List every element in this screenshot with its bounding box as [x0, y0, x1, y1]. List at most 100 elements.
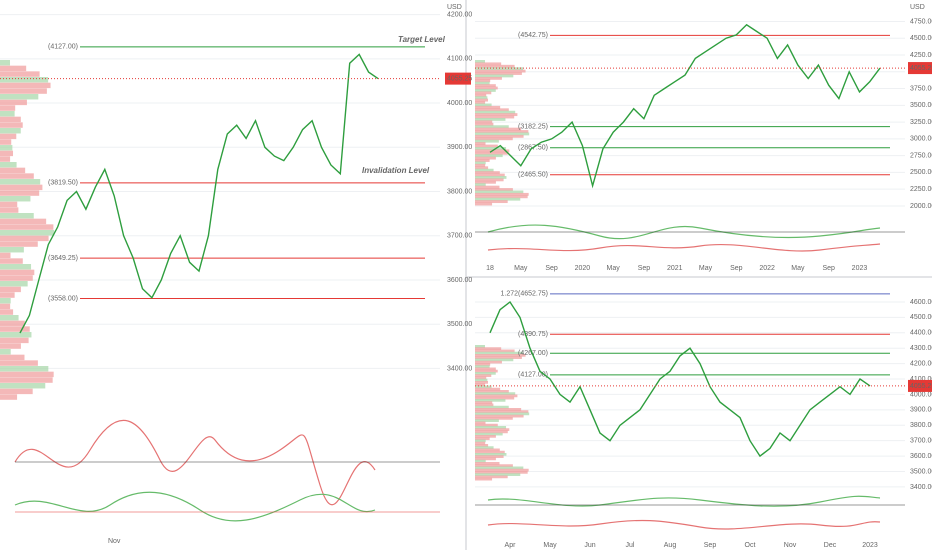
volume-profile: [475, 105, 501, 109]
volume-profile: [0, 241, 38, 247]
volume-profile: [475, 118, 506, 121]
volume-profile: [475, 466, 524, 470]
volume-profile: [475, 426, 507, 429]
volume-profile: [475, 421, 486, 425]
x-tick-label: 2023: [852, 265, 868, 272]
x-tick-label: Sep: [704, 542, 717, 549]
y-tick-label: 4200.00: [447, 11, 472, 18]
volume-profile: [0, 60, 10, 66]
volume-profile: [475, 108, 509, 112]
volume-profile: [475, 185, 500, 189]
y-tick-label: 3250.00: [910, 119, 932, 126]
x-tick-label: Sep: [545, 265, 558, 272]
volume-profile: [0, 196, 31, 202]
volume-profile: [475, 67, 524, 71]
volume-profile: [475, 390, 509, 393]
volume-profile: [475, 462, 500, 465]
y-tick-label: 2000.00: [910, 203, 932, 210]
volume-profile: [475, 122, 494, 126]
volume-profile: [0, 145, 13, 151]
y-tick-label: 4400.00: [910, 330, 932, 337]
volume-profile: [0, 116, 21, 123]
last-price-label: 4055.25: [910, 383, 932, 390]
level-label: (2465.50): [518, 172, 548, 179]
volume-profile: [475, 202, 493, 206]
volume-profile: [0, 105, 16, 111]
volume-profile: [475, 168, 494, 172]
volume-profile: [475, 74, 514, 78]
x-tick-label: Jun: [584, 542, 595, 549]
volume-profile: [0, 332, 32, 338]
volume-profile: [475, 81, 490, 85]
x-tick-label: Apr: [505, 542, 517, 549]
volume-profile: [475, 192, 529, 196]
last-price-label: 4055.25: [910, 65, 932, 72]
volume-profile: [0, 258, 23, 264]
volume-profile: [0, 71, 40, 77]
x-tick-label: May: [514, 265, 528, 272]
volume-profile: [475, 144, 498, 148]
volume-profile: [475, 89, 496, 92]
volume-profile: [475, 356, 522, 359]
volume-profile: [475, 345, 485, 348]
volume-profile: [0, 150, 14, 157]
level-label: (3182.25): [518, 123, 548, 130]
volume-profile: [475, 151, 508, 155]
y-tick-label: 3900.00: [910, 407, 932, 414]
level-label: (4542.75): [518, 32, 548, 39]
volume-profile: [475, 401, 493, 404]
x-tick-label: Jul: [626, 542, 635, 549]
y-tick-label: 4100.00: [910, 376, 932, 383]
last-price-box: [445, 72, 471, 85]
annotation: Invalidation Level: [362, 166, 430, 175]
volume-profile: [0, 111, 15, 117]
volume-profile: [475, 72, 522, 75]
x-tick-label: Sep: [638, 265, 651, 272]
x-tick-label: Sep: [730, 265, 743, 272]
x-tick-label: 18: [486, 265, 494, 272]
volume-profile: [0, 88, 47, 94]
volume-profile: [475, 396, 515, 400]
volume-profile: [475, 76, 502, 80]
y-tick-label: 4500.00: [910, 35, 932, 42]
volume-profile: [475, 399, 506, 402]
volume-profile: [475, 408, 522, 411]
volume-profile: [475, 358, 514, 362]
x-tick-label: Nov: [108, 538, 121, 545]
axis-unit: USD: [447, 4, 462, 11]
x-tick-label: Oct: [745, 542, 756, 549]
volume-profile: [475, 195, 528, 199]
volume-profile: [0, 128, 21, 134]
y-tick-label: 4200.00: [910, 360, 932, 367]
volume-profile: [0, 167, 26, 174]
volume-profile: [0, 218, 47, 225]
volume-profile: [475, 417, 513, 420]
volume-profile: [475, 188, 513, 191]
volume-profile: [475, 428, 510, 431]
volume-profile: [475, 412, 530, 416]
volume-profile: [475, 93, 487, 97]
volume-profile: [0, 315, 19, 321]
volume-profile: [475, 477, 493, 481]
volume-profile: [475, 450, 505, 454]
volume-profile: [475, 183, 486, 187]
volume-profile: [475, 473, 521, 476]
volume-profile: [0, 383, 46, 389]
y-tick-label: 3400.00: [447, 365, 472, 372]
volume-profile: [0, 133, 17, 140]
volume-profile: [475, 378, 488, 382]
y-tick-label: 2500.00: [910, 169, 932, 176]
volume-profile: [0, 235, 49, 242]
volume-profile: [0, 173, 34, 179]
volume-profile: [475, 354, 526, 357]
volume-profile: [0, 366, 49, 372]
price-line: [489, 23, 881, 189]
volume-profile: [475, 405, 509, 409]
level-label: (4390.75): [518, 331, 548, 338]
x-tick-label: May: [699, 265, 713, 272]
y-tick-label: 3000.00: [910, 136, 932, 143]
volume-profile: [0, 162, 17, 168]
volume-profile: [475, 374, 492, 377]
volume-profile: [475, 142, 486, 146]
